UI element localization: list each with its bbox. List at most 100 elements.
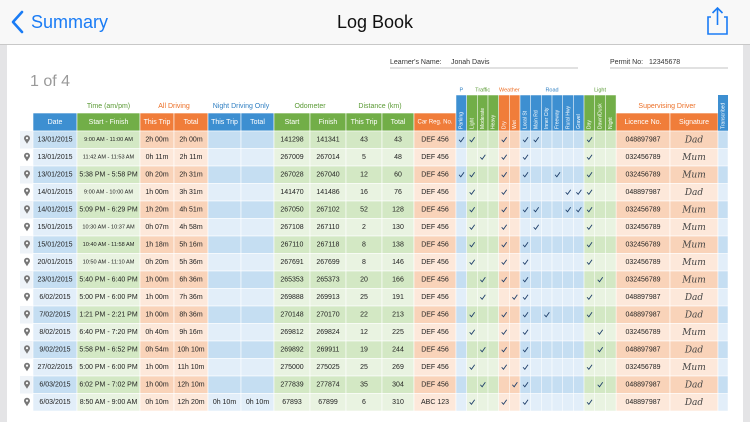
location-pin[interactable] <box>24 170 30 179</box>
check-cell <box>530 358 542 377</box>
check-cell <box>594 270 606 289</box>
cell-text: 141470 <box>280 189 303 196</box>
back-chevron[interactable] <box>11 10 24 34</box>
cell-text: 032456789 <box>625 329 660 336</box>
check-cell <box>509 200 521 219</box>
cell-text: 67899 <box>318 399 338 406</box>
location-pin[interactable] <box>24 205 30 214</box>
cell-text: 5:38 PM - 5:58 PM <box>79 172 138 179</box>
cell-text: 8:50 AM - 9:00 AM <box>80 399 138 406</box>
check-cell <box>605 165 617 184</box>
check-cell <box>594 235 606 254</box>
check-cell <box>477 305 489 324</box>
checkmark <box>597 329 604 335</box>
check-cell <box>562 358 574 377</box>
location-pin[interactable] <box>24 222 30 232</box>
cell-text: 265373 <box>316 277 339 284</box>
pin-dot <box>25 172 29 175</box>
location-pin[interactable] <box>24 257 30 267</box>
transcribed-cell <box>717 130 729 149</box>
check-cell <box>562 183 574 202</box>
cell-text: 1h 00m <box>145 277 169 284</box>
cell-text: 14/01/2015 <box>37 189 72 196</box>
check-cell <box>583 148 595 167</box>
checkmark <box>501 171 508 178</box>
check-cell <box>466 358 478 377</box>
transcribed-cell <box>717 200 729 219</box>
cell <box>240 148 275 167</box>
check-cell <box>605 183 617 202</box>
checkmark <box>469 136 476 143</box>
check-cell <box>541 183 553 202</box>
location-pin[interactable] <box>24 310 30 319</box>
cell-text: 032456789 <box>625 172 660 179</box>
back-label[interactable]: Summary <box>31 12 108 32</box>
cell-text: 25 <box>360 294 368 301</box>
check-cell <box>573 375 585 394</box>
cell-text: 35 <box>360 382 368 389</box>
check-cell <box>573 218 585 237</box>
location-pin[interactable] <box>24 275 30 284</box>
log-table: Time (am/pm) All Driving Night Driving Onl… <box>20 87 729 412</box>
nav-title: Log Book <box>337 12 414 32</box>
pin-shape <box>24 345 30 354</box>
cell-text: DEF 456 <box>421 154 449 161</box>
location-pin[interactable] <box>24 397 30 407</box>
cell-text: 1h 00m <box>145 382 169 389</box>
location-pin[interactable] <box>24 292 30 302</box>
location-pin[interactable] <box>24 380 30 389</box>
cell-text: 6/03/2015 <box>39 382 70 389</box>
check-cell <box>605 253 617 272</box>
transcribed-header-cell <box>718 95 728 131</box>
check-cell <box>487 148 499 167</box>
location-pin[interactable] <box>24 152 30 162</box>
check-cell <box>455 288 467 307</box>
checkmark <box>522 171 529 178</box>
check-cell <box>477 165 489 184</box>
checkmark <box>565 206 572 213</box>
cell-text: DEF 456 <box>421 277 449 284</box>
transcribed-cell <box>717 323 729 342</box>
checkmark <box>522 276 529 283</box>
location-pin[interactable] <box>24 187 30 197</box>
cell-text: 1h 00m <box>145 364 169 371</box>
cell-text: 138 <box>392 242 404 249</box>
check-cell <box>562 130 574 149</box>
check-cell <box>530 270 542 289</box>
signature: Mum <box>681 328 706 338</box>
check-cell <box>519 253 531 272</box>
learner-name: Jonah Davis <box>451 59 490 66</box>
cell-text: 0h 07m <box>145 224 169 231</box>
pin-shape <box>24 170 30 179</box>
transcribed-cell <box>717 165 729 184</box>
cell-text: 8 <box>362 259 366 266</box>
checkmark <box>586 224 593 230</box>
cell-text: 267110 <box>281 242 304 249</box>
location-pin[interactable] <box>24 345 30 354</box>
check-cell <box>594 148 606 167</box>
check-cell <box>583 218 595 237</box>
pin-shape <box>24 380 30 389</box>
check-header: Moderate <box>480 108 486 129</box>
cell-text: 146 <box>392 259 404 266</box>
share-arrow-head[interactable] <box>711 6 724 14</box>
check-cell <box>530 148 542 167</box>
share-button[interactable] <box>707 6 728 35</box>
cell-text: 048897987 <box>625 137 660 144</box>
cell <box>207 323 242 342</box>
check-cell <box>605 200 617 219</box>
location-pin[interactable] <box>24 362 30 372</box>
back-button[interactable]: Summary <box>11 10 108 34</box>
check-cell <box>562 340 574 359</box>
check-cell <box>583 200 595 219</box>
share-box[interactable] <box>707 16 728 35</box>
location-pin[interactable] <box>24 327 30 337</box>
column-header: Total <box>184 119 199 126</box>
cell-text: 13/01/2015 <box>37 137 72 144</box>
checkmark <box>501 259 508 265</box>
location-pin[interactable] <box>24 135 30 144</box>
check-cell <box>487 393 499 412</box>
location-pin[interactable] <box>24 240 30 249</box>
cell-text: 5h 16m <box>179 242 203 249</box>
pin-dot <box>25 154 29 157</box>
